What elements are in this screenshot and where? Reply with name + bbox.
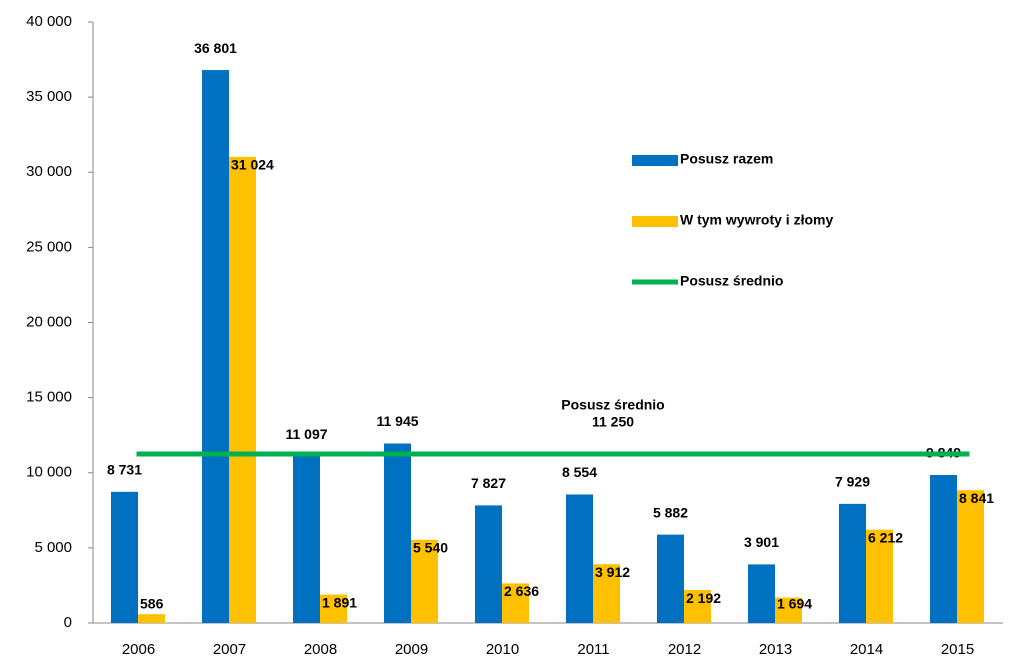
data-label: 8 841 <box>959 490 994 506</box>
bar <box>384 443 411 623</box>
x-tick-label: 2012 <box>668 641 701 658</box>
legend-swatch <box>632 155 678 166</box>
data-label: 5 540 <box>413 539 448 555</box>
data-label: 8 554 <box>562 464 597 480</box>
x-tick-label: 2015 <box>941 641 974 658</box>
average-annotation-value: 11 250 <box>592 414 634 430</box>
y-tick-label: 20 000 <box>26 313 72 330</box>
y-tick-label: 30 000 <box>26 163 72 180</box>
x-tick-label: 2009 <box>395 641 428 658</box>
legend-label: W tym wywroty i złomy <box>680 212 833 228</box>
bar <box>293 456 320 623</box>
legend-label: Posusz razem <box>680 151 773 167</box>
y-tick-label: 25 000 <box>26 238 72 255</box>
bar <box>202 70 229 624</box>
data-label: 11 097 <box>285 426 327 442</box>
x-tick-label: 2014 <box>850 641 883 658</box>
data-label: 1 891 <box>322 594 357 610</box>
bar <box>320 594 347 623</box>
bar <box>957 490 984 623</box>
bar <box>866 529 893 623</box>
bar <box>930 475 957 623</box>
y-tick-label: 5 000 <box>34 539 72 556</box>
legend-swatch <box>632 216 678 227</box>
y-tick-label: 35 000 <box>26 88 72 105</box>
bar <box>111 491 138 623</box>
x-tick-label: 2013 <box>759 641 792 658</box>
data-label: 2 192 <box>686 590 721 606</box>
bar <box>593 564 620 623</box>
x-tick-label: 2006 <box>122 641 155 658</box>
bar <box>229 156 256 624</box>
data-label: 7 827 <box>471 475 506 491</box>
data-label: 6 212 <box>868 529 903 545</box>
bar <box>502 583 529 623</box>
data-label: 8 731 <box>107 462 142 478</box>
data-label: 586 <box>140 596 164 612</box>
y-tick-label: 15 000 <box>26 389 72 406</box>
data-label: 1 694 <box>777 596 812 612</box>
data-label: 11 945 <box>376 413 418 429</box>
data-label: 7 929 <box>835 474 870 490</box>
bar <box>657 534 684 623</box>
y-tick-label: 0 <box>64 614 72 631</box>
x-tick-label: 2007 <box>213 641 246 658</box>
data-label: 5 882 <box>653 504 688 520</box>
data-label: 31 024 <box>231 157 274 173</box>
bar <box>748 564 775 623</box>
x-tick-label: 2011 <box>577 641 609 658</box>
legend-label: Posusz średnio <box>680 273 783 289</box>
data-label: 36 801 <box>194 40 237 56</box>
bar <box>566 494 593 623</box>
x-tick-label: 2008 <box>304 641 337 658</box>
bar <box>475 505 502 623</box>
y-tick-label: 40 000 <box>26 13 72 30</box>
bar <box>138 614 165 623</box>
x-tick-label: 2010 <box>486 641 519 658</box>
bar <box>684 590 711 623</box>
y-tick-label: 10 000 <box>26 464 72 481</box>
data-label: 3 912 <box>595 564 630 580</box>
data-label: 3 901 <box>744 534 779 550</box>
average-annotation: Posusz średnio <box>561 397 664 413</box>
bar <box>411 539 438 623</box>
bar <box>839 503 866 623</box>
bar <box>775 597 802 623</box>
data-label: 2 636 <box>504 583 539 599</box>
